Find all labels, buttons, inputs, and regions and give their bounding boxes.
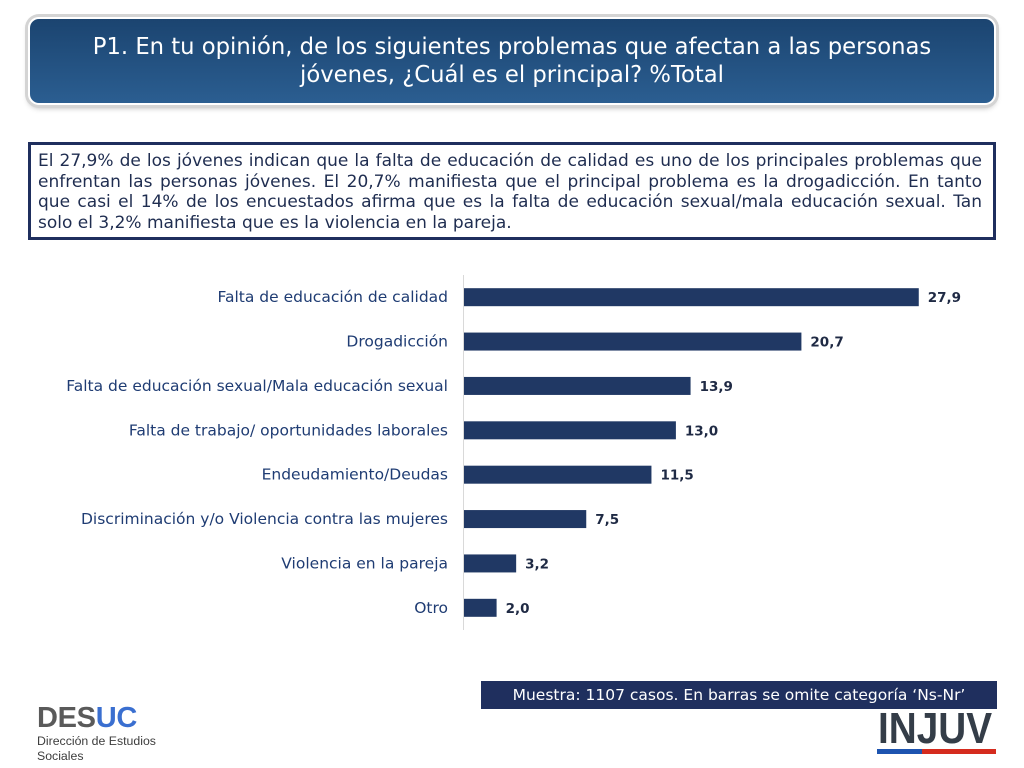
- bar-chart: Falta de educación de calidad 27,9 Drogadi…: [66, 275, 961, 630]
- value-label: 13,9: [700, 379, 733, 395]
- bar-7: [464, 554, 517, 573]
- bar-5: [464, 465, 652, 484]
- bar-4: [464, 421, 676, 440]
- question-title-line-2: jóvenes, ¿Cuál es el principal? %Total: [300, 62, 724, 88]
- bar-3: [464, 376, 691, 395]
- question-title-line-1: P1. En tu opinión, de los siguientes pro…: [92, 34, 932, 60]
- category-label: Falta de educación sexual/Mala educación…: [66, 377, 448, 395]
- category-label: Falta de educación de calidad: [218, 288, 449, 306]
- injuv-stripe-red: [922, 749, 996, 754]
- desuc-subtitle: Dirección de Estudios Sociales: [37, 734, 156, 764]
- value-label: 3,2: [525, 556, 549, 572]
- bar-2: [464, 332, 802, 351]
- value-label: 11,5: [660, 468, 693, 484]
- value-label: 2,0: [506, 601, 530, 617]
- category-label: Endeudamiento/Deudas: [262, 466, 448, 484]
- injuv-logo-stripe: [877, 749, 996, 754]
- category-label: Falta de trabajo/ oportunidades laborale…: [129, 421, 448, 439]
- bar-8: [464, 598, 497, 617]
- desuc-wordmark-uc: UC: [95, 702, 138, 734]
- desuc-logo: DESUC Dirección de Estudios Sociales: [37, 704, 156, 764]
- bar-1: [464, 288, 919, 307]
- bar-6: [464, 510, 587, 529]
- desuc-subtitle-line-1: Dirección de Estudios: [37, 734, 156, 748]
- category-label: Violencia en la pareja: [281, 554, 448, 572]
- desuc-wordmark: DESUC: [37, 704, 156, 733]
- value-label: 13,0: [685, 423, 718, 439]
- value-label: 7,5: [595, 512, 619, 528]
- category-label: Otro: [414, 599, 448, 617]
- desuc-subtitle-line-2: Sociales: [37, 749, 84, 763]
- category-label: Drogadicción: [346, 333, 448, 351]
- injuv-logo-wordmark: INJUV: [878, 704, 993, 753]
- question-title-banner: P1. En tu opinión, de los siguientes pro…: [28, 17, 996, 105]
- sample-note: Muestra: 1107 casos. En barras se omite …: [481, 681, 997, 709]
- injuv-stripe-blue: [877, 749, 922, 754]
- category-label: Discriminación y/o Violencia contra las …: [81, 510, 448, 528]
- desuc-wordmark-des: DES: [37, 702, 96, 734]
- value-label: 27,9: [928, 290, 961, 306]
- value-label: 20,7: [810, 335, 843, 351]
- summary-box: El 27,9% de los jóvenes indican que la f…: [28, 142, 996, 240]
- summary-text: El 27,9% de los jóvenes indican que la f…: [38, 151, 982, 233]
